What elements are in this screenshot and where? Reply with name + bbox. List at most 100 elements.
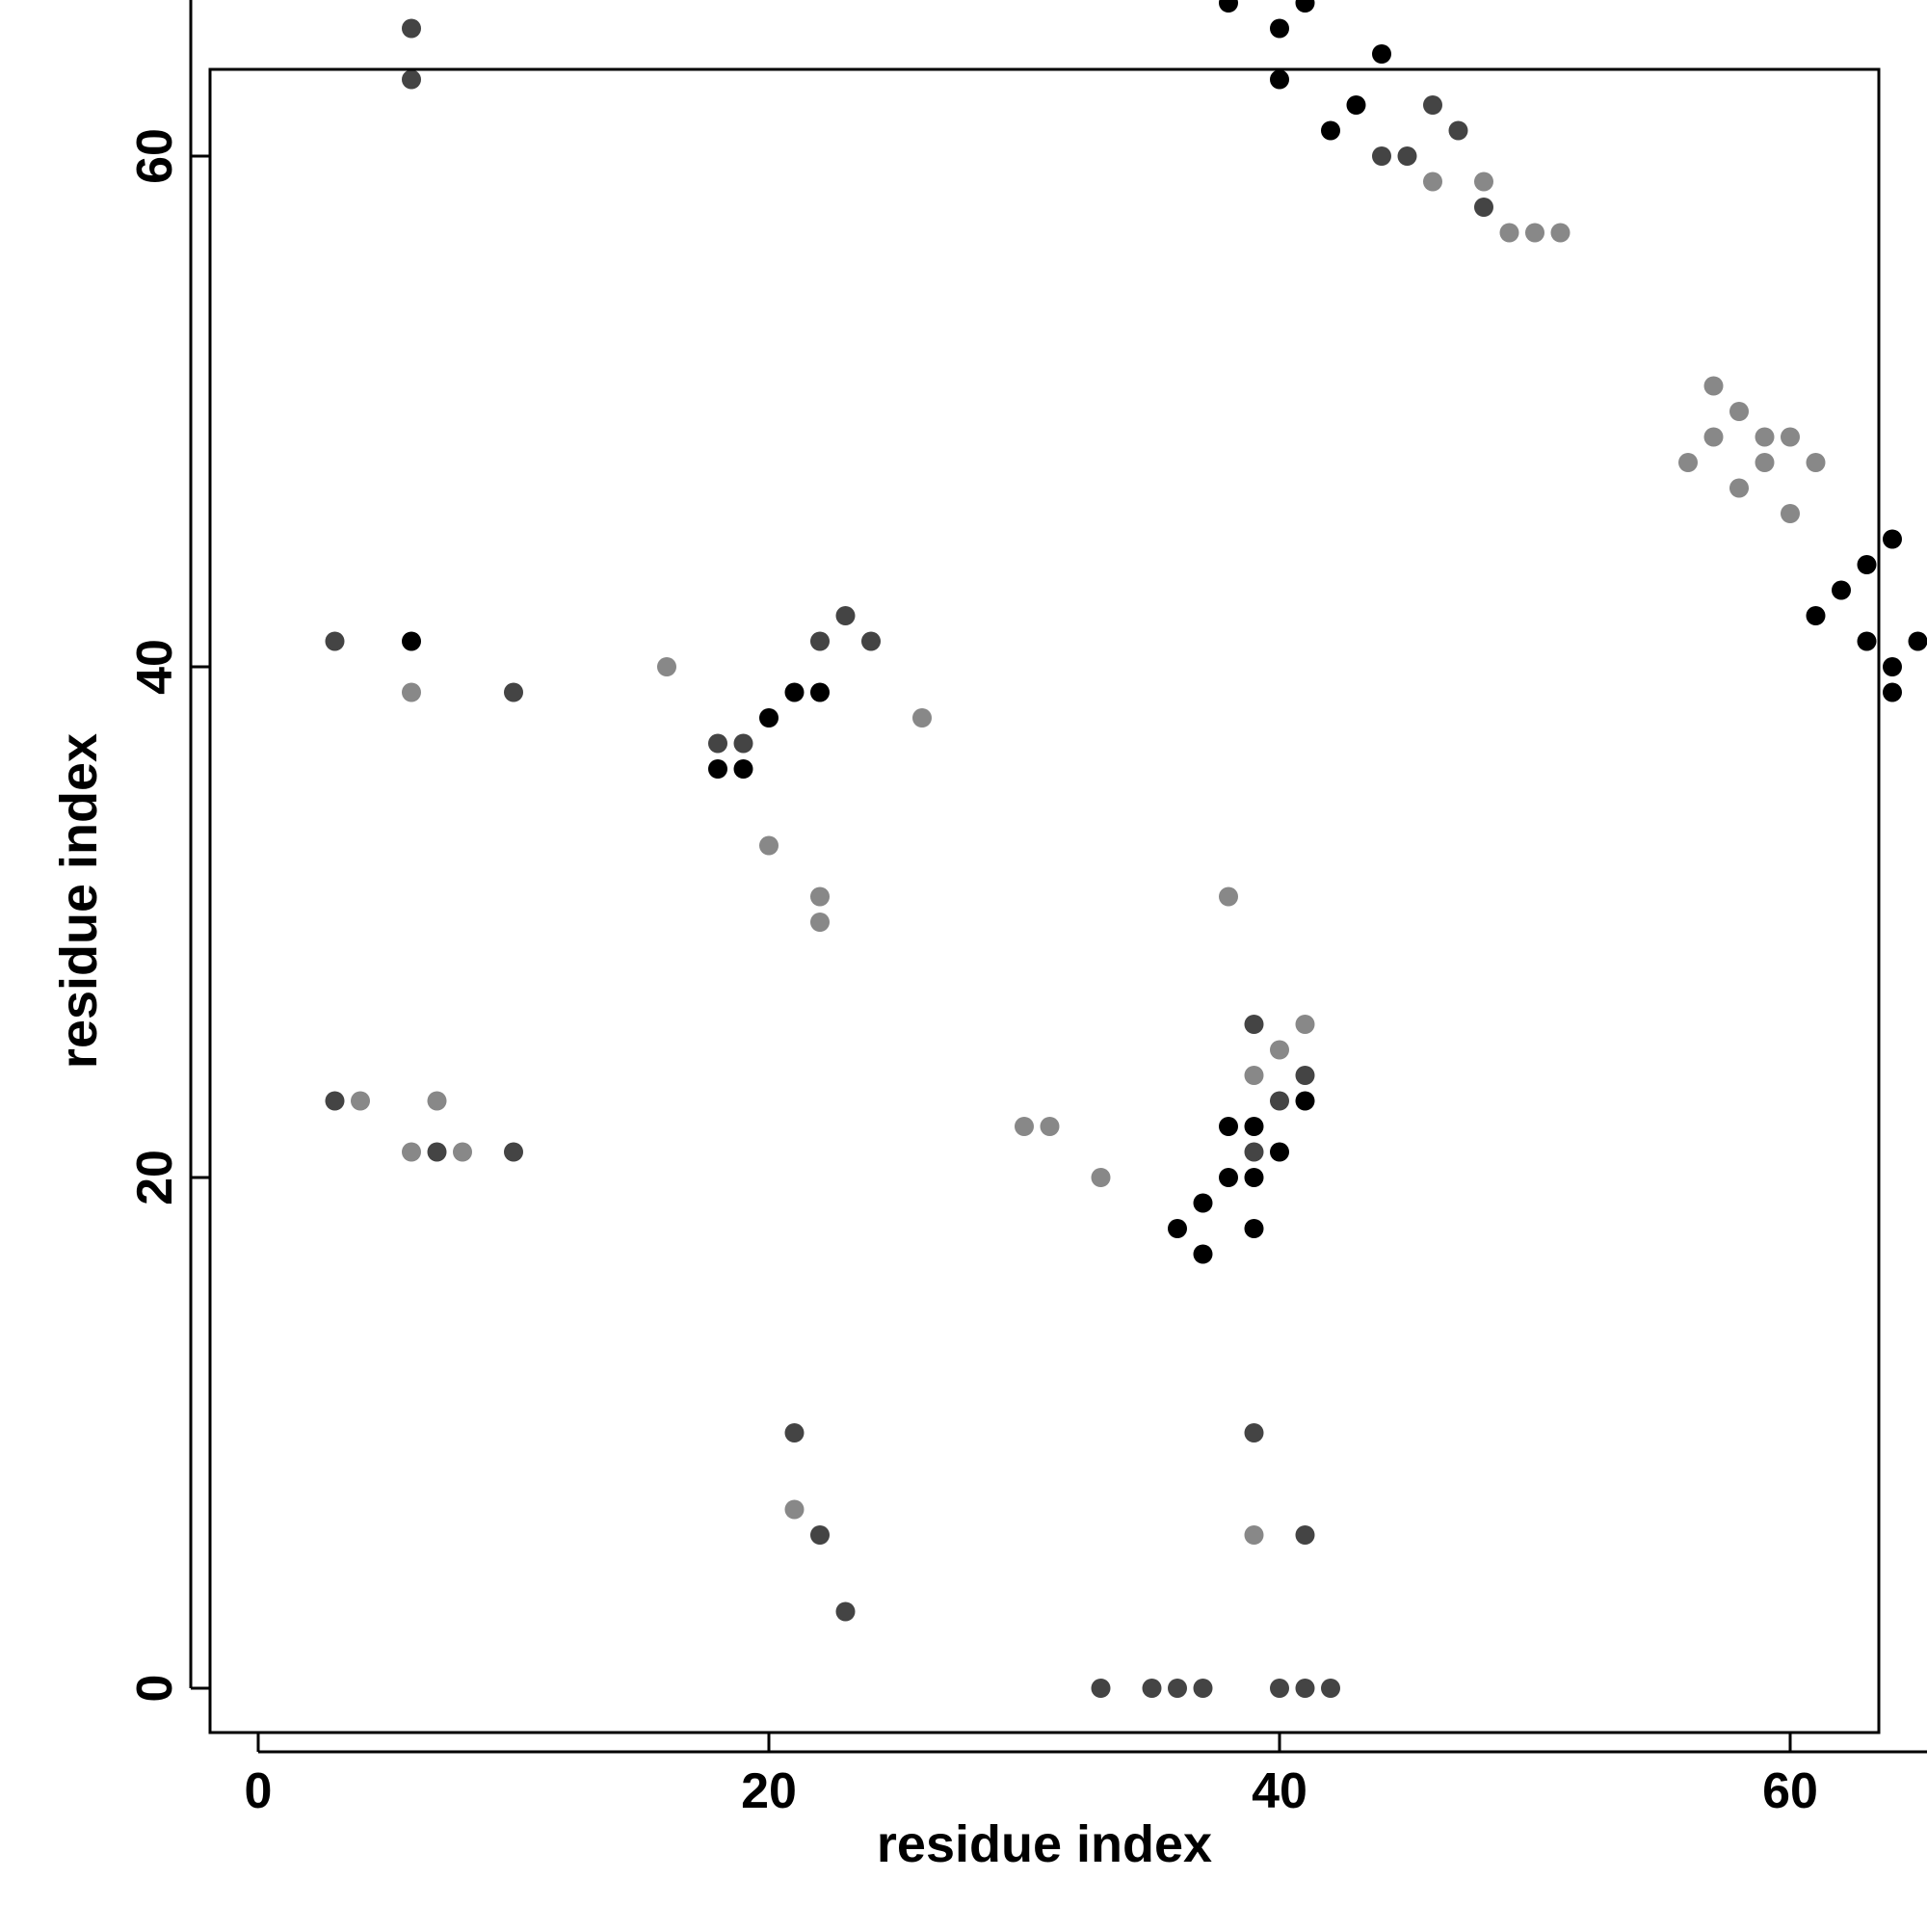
y-tick-label: 60 — [127, 128, 183, 184]
points-layer — [300, 0, 1927, 1698]
data-point — [810, 683, 830, 702]
data-point — [1168, 1679, 1187, 1698]
y-tick-label: 0 — [127, 1675, 183, 1703]
data-point — [785, 1500, 805, 1520]
data-point — [351, 1092, 370, 1111]
data-point — [657, 657, 676, 676]
data-point — [1858, 555, 1877, 574]
data-point — [708, 734, 727, 754]
data-point — [402, 19, 421, 39]
data-point — [1909, 632, 1927, 651]
data-point — [1270, 1041, 1289, 1060]
data-point — [1883, 657, 1902, 676]
data-point — [785, 683, 805, 702]
data-point — [1883, 683, 1902, 702]
data-point — [1270, 70, 1289, 90]
plot-frame — [210, 69, 1879, 1733]
data-point — [1194, 1245, 1213, 1264]
data-point — [1219, 0, 1238, 13]
data-point — [1678, 453, 1698, 472]
data-point — [1551, 224, 1571, 243]
data-point — [428, 1092, 447, 1111]
data-point — [453, 1143, 472, 1162]
data-point — [1143, 1679, 1162, 1698]
data-point — [1807, 453, 1826, 472]
data-point — [1347, 95, 1366, 115]
data-point — [785, 1423, 805, 1442]
data-point — [1296, 1066, 1315, 1085]
y-axis-label: residue index — [50, 733, 108, 1069]
data-point — [1194, 1679, 1213, 1698]
data-point — [1423, 172, 1442, 192]
data-point — [912, 708, 932, 728]
data-point — [1781, 428, 1800, 447]
y-axis: 020406080100120 — [127, 0, 210, 1702]
data-point — [504, 1143, 523, 1162]
data-point — [1321, 1679, 1340, 1698]
data-point — [1245, 1117, 1264, 1136]
data-point — [1219, 1168, 1238, 1187]
data-point — [1449, 121, 1468, 141]
data-point — [428, 1143, 447, 1162]
data-point — [810, 887, 830, 907]
data-point — [1270, 1092, 1289, 1111]
data-point — [1372, 146, 1391, 166]
data-point — [1296, 1679, 1315, 1698]
data-point — [1500, 224, 1519, 243]
x-tick-label: 60 — [1762, 1763, 1818, 1819]
data-point — [1858, 632, 1877, 651]
data-point — [1270, 1143, 1289, 1162]
data-point — [504, 683, 523, 702]
x-tick-label: 40 — [1252, 1763, 1307, 1819]
data-point — [1832, 581, 1851, 600]
data-point — [1704, 428, 1724, 447]
data-point — [836, 1602, 856, 1622]
data-point — [1296, 0, 1315, 13]
data-point — [402, 70, 421, 90]
data-point — [1883, 530, 1902, 549]
data-point — [326, 632, 345, 651]
data-point — [836, 606, 856, 625]
data-point — [326, 1092, 345, 1111]
data-point — [1092, 1168, 1111, 1187]
data-point — [734, 734, 753, 754]
data-point — [1781, 504, 1800, 523]
data-point — [708, 759, 727, 779]
data-point — [1245, 1423, 1264, 1442]
data-point — [1219, 1117, 1238, 1136]
data-point — [1729, 479, 1749, 498]
data-point — [1270, 19, 1289, 39]
x-axis-label: residue index — [877, 1815, 1212, 1873]
data-point — [1474, 172, 1493, 192]
data-point — [861, 632, 881, 651]
data-point — [402, 683, 421, 702]
data-point — [1194, 1194, 1213, 1213]
data-point — [810, 913, 830, 932]
data-point — [1219, 887, 1238, 907]
data-point — [1245, 1066, 1264, 1085]
data-point — [1755, 428, 1775, 447]
data-point — [1372, 44, 1391, 64]
data-point — [1321, 121, 1340, 141]
x-tick-label: 20 — [741, 1763, 797, 1819]
y-tick-label: 20 — [127, 1150, 183, 1205]
data-point — [1296, 1092, 1315, 1111]
data-point — [1270, 1679, 1289, 1698]
data-point — [1245, 1168, 1264, 1187]
data-point — [1729, 402, 1749, 421]
data-point — [402, 632, 421, 651]
data-point — [1807, 606, 1826, 625]
data-point — [759, 708, 779, 728]
data-point — [1245, 1015, 1264, 1034]
x-axis: 020406080100120 — [245, 1733, 1927, 1819]
data-point — [1704, 377, 1724, 396]
data-point — [810, 1525, 830, 1545]
data-point — [1296, 1015, 1315, 1034]
data-point — [1245, 1143, 1264, 1162]
data-point — [1041, 1117, 1060, 1136]
data-point — [1245, 1219, 1264, 1238]
data-point — [810, 632, 830, 651]
y-tick-label: 40 — [127, 639, 183, 695]
x-tick-label: 0 — [245, 1763, 273, 1819]
